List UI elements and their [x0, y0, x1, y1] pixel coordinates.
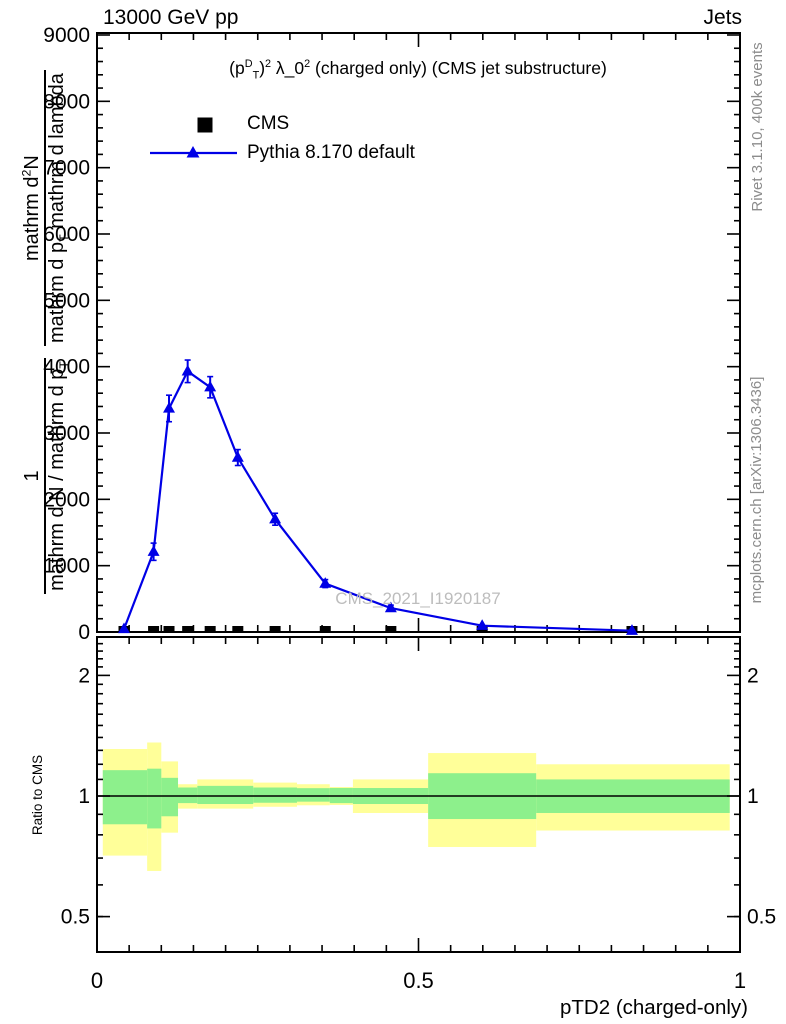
ratio-y-tick-label-right: 2 — [747, 664, 759, 687]
cms-data-marker — [269, 626, 281, 632]
cms-data-marker — [204, 626, 216, 632]
pythia-triangle-marker — [163, 401, 175, 413]
green-band-segment — [253, 787, 297, 803]
green-band-segment — [147, 768, 162, 829]
ratio-y-tick-label-left: 1 — [78, 785, 90, 808]
x-tick-label: 0.5 — [403, 968, 434, 993]
main-y-tick-label: 6000 — [43, 223, 90, 246]
pythia-curve — [118, 359, 638, 635]
main-y-tick-label: 7000 — [43, 157, 90, 180]
main-y-tick-label: 9000 — [43, 24, 90, 47]
main-y-tick-label: 1000 — [43, 555, 90, 578]
ratio-y-tick-label-left: 0.5 — [61, 906, 90, 929]
green-band-segment — [197, 785, 254, 805]
pythia-triangle-marker — [118, 622, 130, 634]
ratio-y-tick-label-left: 2 — [78, 664, 90, 687]
pythia-triangle-marker — [269, 512, 282, 524]
pythia-triangle-marker — [476, 619, 489, 630]
cms-data-marker — [182, 626, 194, 632]
main-y-tick-label: 2000 — [43, 488, 90, 511]
green-band-segment — [161, 777, 179, 817]
cms-data-marker — [148, 626, 160, 632]
ratio-y-tick-label-right: 0.5 — [747, 906, 776, 929]
x-tick-label: 0 — [91, 968, 103, 993]
legend-markers — [150, 117, 237, 158]
cms-data-marker — [163, 626, 175, 632]
x-tick-label: 1 — [734, 968, 746, 993]
pythia-triangle-marker — [231, 451, 244, 462]
green-band-segment — [296, 788, 330, 802]
ratio-uncertainty-bands — [102, 742, 730, 871]
pythia-triangle-marker — [204, 380, 217, 392]
ratio-y-tick-label-right: 1 — [747, 785, 759, 808]
main-plot-frame — [96, 32, 741, 633]
main-y-tick-label: 8000 — [43, 90, 90, 113]
pythia-triangle-marker — [319, 577, 332, 588]
cms-data-marker — [385, 626, 397, 632]
pythia-triangle-marker — [181, 364, 194, 376]
main-y-tick-label: 4000 — [43, 356, 90, 379]
main-y-tick-label: 5000 — [43, 289, 90, 312]
pythia-triangle-marker — [384, 601, 397, 613]
cms-data-marker — [319, 626, 331, 632]
tick-labels: 0 1000 2000 3000 4000 5000 6000 7000 8000 9000 0.5… — [43, 24, 776, 993]
pythia-triangle-marker — [625, 624, 638, 635]
main-y-tick-label: 3000 — [43, 422, 90, 445]
green-band-segment — [102, 770, 148, 825]
cms-data-marker — [232, 626, 244, 632]
pythia-triangle-marker — [186, 146, 200, 158]
main-y-tick-label: 0 — [78, 621, 90, 644]
pythia-line — [122, 369, 633, 632]
pythia-triangle-marker — [147, 545, 160, 556]
legend-cms-square-marker — [197, 117, 213, 133]
